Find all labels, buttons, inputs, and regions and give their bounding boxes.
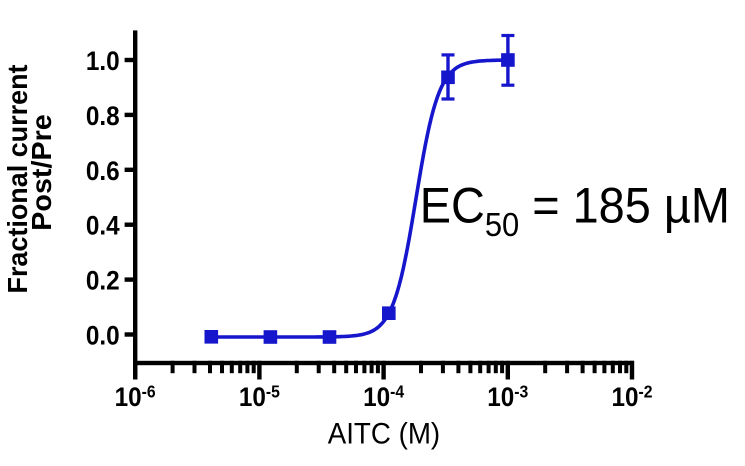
svg-text:AITC (M): AITC (M): [328, 418, 440, 451]
svg-text:0.4: 0.4: [86, 212, 120, 241]
svg-text:10-6: 10-6: [115, 382, 156, 412]
svg-text:Post/Pre: Post/Pre: [26, 114, 57, 231]
svg-text:0.0: 0.0: [86, 321, 120, 350]
svg-text:0.6: 0.6: [86, 157, 120, 186]
svg-text:1.0: 1.0: [86, 47, 120, 76]
svg-text:0.8: 0.8: [86, 102, 120, 131]
svg-text:0.2: 0.2: [86, 266, 120, 295]
svg-text:EC50 = 185 µM: EC50 = 185 µM: [420, 178, 730, 243]
svg-text:Fractional current: Fractional current: [2, 65, 33, 294]
svg-text:10-2: 10-2: [611, 382, 652, 412]
